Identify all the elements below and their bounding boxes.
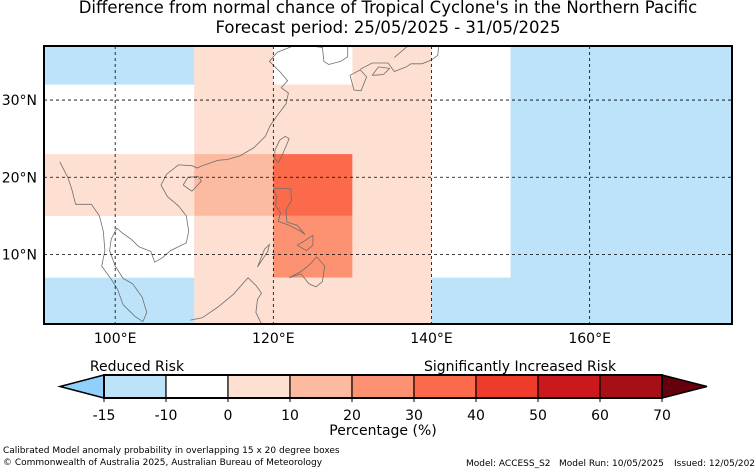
anomaly-cell	[194, 215, 274, 278]
colorbar-segment	[165, 374, 229, 399]
gridlines	[44, 46, 732, 324]
colorbar-frame	[103, 374, 663, 399]
colorbar-tick-label: 20	[343, 408, 361, 424]
coastline	[257, 243, 271, 268]
map-frame	[43, 45, 733, 325]
footer-copyright: © Commonwealth of Australia 2025, Austra…	[3, 458, 323, 468]
colorbar-tick-label: 0	[224, 408, 233, 424]
anomaly-cell	[194, 154, 274, 216]
colorbar-tick-label: 50	[529, 408, 547, 424]
anomaly-cell	[273, 84, 353, 155]
lon-tick-label: 160°E	[568, 331, 611, 347]
anomaly-cell	[431, 277, 732, 324]
colorbar-under-arrow	[57, 374, 105, 399]
map-plot-area	[44, 46, 732, 324]
reduced-risk-label: Reduced Risk	[90, 359, 185, 375]
coastline	[59, 161, 144, 323]
colorbar-tick-label: 40	[467, 408, 485, 424]
anomaly-cell	[273, 46, 353, 85]
coastline	[296, 234, 314, 252]
coastlines	[59, 46, 439, 324]
colorbar-tick-label: 70	[653, 408, 671, 424]
coastline	[371, 66, 391, 76]
lat-tick-label: 10°N	[2, 248, 37, 264]
colorbar-tick-label: 10	[281, 408, 299, 424]
coastline	[288, 256, 326, 288]
colorbar-segment	[351, 374, 415, 399]
colorbar-segment	[599, 374, 663, 399]
colorbar-segment	[289, 374, 353, 399]
coastline	[109, 46, 294, 322]
anomaly-cell	[44, 215, 195, 278]
footer-model: Model: ACCESS_S2	[466, 459, 551, 469]
colorbar-segment	[413, 374, 477, 399]
coastline	[349, 69, 368, 92]
coastline	[190, 277, 262, 324]
colorbar-tick-label: 30	[405, 408, 423, 424]
colorbar-segment	[227, 374, 291, 399]
anomaly-cell	[273, 215, 353, 278]
footer-description: Calibrated Model anomaly probability in …	[3, 446, 340, 456]
footer-model-run: Model Run: 10/05/2025	[559, 459, 664, 469]
colorbar-tick-label: -10	[155, 408, 178, 424]
anomaly-cell	[352, 46, 432, 85]
chart-title-line1: Difference from normal chance of Tropica…	[78, 0, 698, 17]
anomaly-cell	[44, 84, 195, 162]
lon-tick-label: 100°E	[94, 331, 137, 347]
colorbar-segment	[475, 374, 539, 399]
coastline	[274, 135, 290, 164]
coastline	[182, 176, 202, 192]
anomaly-cell	[273, 154, 353, 216]
colorbar-title: Percentage (%)	[329, 423, 436, 439]
coastline	[360, 46, 439, 72]
lon-tick-label: 120°E	[252, 331, 295, 347]
footer-issued: Issued: 12/05/2025	[674, 459, 755, 469]
colorbar-segment	[537, 374, 601, 399]
lat-tick-label: 20°N	[2, 170, 37, 186]
anomaly-cell	[352, 154, 432, 278]
coastline	[311, 46, 349, 65]
coastline	[272, 187, 306, 235]
colorbar-bar	[57, 374, 708, 399]
anomaly-cell	[431, 154, 511, 278]
colorbar-tick-label: 60	[591, 408, 609, 424]
lon-tick-label: 140°E	[410, 331, 453, 347]
colorbar-over-arrow	[661, 374, 708, 399]
colorbar-segment	[103, 374, 167, 399]
colorbar-tick-label: -15	[93, 408, 116, 424]
anomaly-cell	[44, 154, 195, 216]
lat-tick-label: 30°N	[2, 93, 37, 109]
increased-risk-label: Significantly Increased Risk	[424, 359, 617, 375]
coastline	[394, 46, 409, 58]
chart-title-line2: Forecast period: 25/05/2025 - 31/05/2025	[215, 18, 561, 37]
